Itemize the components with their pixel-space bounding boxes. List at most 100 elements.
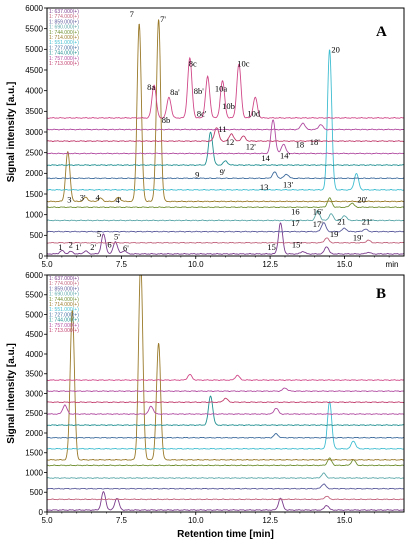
peak-label: 9 [195,169,199,179]
peak-label: 10c [237,59,250,69]
trace-line-1 [47,237,404,244]
y-tick-label: 2000 [25,429,43,438]
peak-label: 2 [69,240,73,250]
legend-entry: 1: 714.000(+) [49,35,79,41]
y-tick-label: 3500 [25,370,43,379]
legend: 1: 637.000(+)1: 774.000(+)1: 859.000(+)1… [49,276,79,334]
peak-label: 7' [160,14,166,24]
x-axis-label: Retention time [min] [177,529,274,540]
legend-entry: 1: 744.000(+) [49,297,79,303]
peak-label: 12 [226,137,235,147]
peak-label: 15' [292,240,303,250]
legend-entry: 1: 637.000(+) [49,9,79,15]
x-tick-label: 10.0 [188,516,204,525]
y-tick-label: 500 [30,231,44,240]
peak-label: 8a [147,82,155,92]
trace-line-6 [47,401,404,450]
y-tick-label: 0 [39,508,44,517]
peak-label: 21 [337,217,346,227]
peak-label: 7 [130,9,134,19]
peak-label: 6' [123,243,129,253]
trace-line-7 [47,433,404,439]
peak-label: 4' [116,195,122,205]
trace-line-2 [47,483,404,490]
legend-entry: 1: 551.000(+) [49,307,79,313]
peak-label: 12' [246,141,257,151]
trace-line-9 [47,119,404,155]
panel-letter: A [376,24,387,40]
legend-entry: 1: 713.000(+) [49,61,79,67]
legend-entry: 1: 774.000(+) [49,14,79,20]
legend-entry: 1: 690.000(+) [49,292,79,298]
x-tick-label: 15.0 [337,516,353,525]
trace-line-11 [47,122,404,131]
x-tick-label: 7.5 [116,516,128,525]
y-tick-label: 5500 [25,291,43,300]
y-tick-label: 4500 [25,66,43,75]
legend-entry: 1: 744.000(+) [49,30,79,36]
legend-entry: 1: 757.000(+) [49,323,79,329]
y-tick-label: 2500 [25,409,43,418]
y-tick-label: 3000 [25,128,43,137]
legend-entry: 1: 744.000(+) [49,318,79,324]
trace-line-2 [47,222,404,233]
legend-entry: 1: 690.000(+) [49,25,79,31]
y-tick-label: 2000 [25,169,43,178]
y-axis-label: Signal intensity [a.u.] [6,343,17,444]
peak-label: 8c' [197,108,207,118]
peak-label: 1 [58,242,62,252]
x-tick-label: 12.5 [262,516,278,525]
peak-label: 16 [291,207,300,217]
trace-line-7 [47,171,404,180]
x-tick-label: 5.0 [41,260,53,269]
x-tick-label: 5.0 [41,516,53,525]
peak-label: 15 [267,242,276,252]
legend-entry: 1: 757.000(+) [49,56,79,62]
plot-frame [46,274,405,513]
y-tick-label: 2500 [25,148,43,157]
peak-label: 19' [353,232,364,242]
trace-line-8 [47,131,404,166]
peak-label: 4 [95,193,100,203]
chart-panel-b: 0 500 1000 1500 2000 2500 3000 3500 4000 4500 5000… [6,271,405,540]
peak-label: 5 [97,229,101,239]
y-tick-label: 3000 [25,389,43,398]
peak-label: 8b' [194,86,205,96]
legend-entry: 1: 859.000(+) [49,19,79,25]
trace-line-10 [47,397,404,404]
x-axis-label: min [386,260,399,269]
peak-label: 5' [114,231,120,241]
y-axis-label: Signal intensity [a.u.] [6,82,17,183]
peak-label: 11 [218,124,226,134]
y-tick-label: 5000 [25,310,43,319]
y-tick-label: 6000 [25,271,43,280]
trace-group [47,19,404,255]
legend: 1: 637.000(+)1: 774.000(+)1: 859.000(+)1… [49,9,79,67]
y-tick-label: 1000 [25,210,43,219]
trace-line-10 [47,127,404,142]
trace-line-6 [47,49,404,191]
peak-label: 13' [283,179,294,189]
peak-label: 13 [260,182,269,192]
legend-entry: 1: 774.000(+) [49,281,79,287]
x-tick-label: 12.5 [262,260,278,269]
peak-label: 17' [313,219,324,229]
trace-line-3 [47,472,404,479]
trace-line-4 [47,197,404,209]
peak-label: 10a [215,83,228,93]
trace-line-12 [47,374,404,381]
peak-label: 3 [67,194,71,204]
legend-entry: 1: 551.000(+) [49,40,79,46]
peak-label: 17 [291,218,300,228]
peak-label: 10b [222,101,235,111]
trace-line-8 [47,395,404,426]
peak-label: 14' [280,150,291,160]
trace-line-11 [47,387,404,392]
peak-label: 9' [220,167,226,177]
x-tick-label: 7.5 [116,260,128,269]
panel-letter: B [376,286,386,302]
peak-label: 8a' [170,87,180,97]
peak-label: 1' [75,242,81,252]
peak-label: 14 [261,153,270,163]
